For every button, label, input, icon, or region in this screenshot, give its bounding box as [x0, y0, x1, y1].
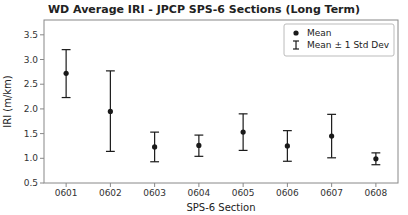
- x-tick: [243, 183, 244, 187]
- y-axis-label: IRI (m/km): [2, 75, 13, 128]
- legend: Mean Mean ± 1 Std Dev: [284, 24, 394, 56]
- x-tick-label: 0602: [99, 188, 122, 198]
- x-tick-label: 0601: [55, 188, 78, 198]
- y-tick-label: 0.5: [24, 178, 38, 188]
- legend-swatch: [293, 40, 299, 41]
- mean-dot: [64, 71, 69, 76]
- x-tick: [198, 183, 199, 187]
- y-tick-label: 2.5: [24, 79, 38, 89]
- error-cap-low: [239, 150, 248, 151]
- error-cap-high: [62, 49, 71, 50]
- error-cap-low: [283, 161, 292, 162]
- mean-dot: [196, 143, 201, 148]
- legend-swatch: [295, 41, 296, 49]
- x-tick: [154, 183, 155, 187]
- y-tick: [40, 183, 44, 184]
- y-tick-label: 1.0: [24, 153, 39, 163]
- y-tick: [40, 59, 44, 60]
- x-tick: [331, 183, 332, 187]
- x-tick-label: 0605: [232, 188, 255, 198]
- x-axis-label: SPS-6 Section: [186, 202, 255, 213]
- marks: [62, 50, 381, 165]
- mean-dot: [241, 130, 246, 135]
- y-tick: [40, 84, 44, 85]
- y-tick-label: 3.0: [24, 55, 39, 65]
- error-cap-low: [371, 164, 380, 165]
- y-tick-label: 1.5: [24, 129, 38, 139]
- error-cap-low: [106, 151, 115, 152]
- error-cap-low: [327, 157, 336, 158]
- error-cap-low: [150, 161, 159, 162]
- x-tick: [287, 183, 288, 187]
- mean-dot: [108, 109, 113, 114]
- x-tick-label: 0606: [276, 188, 299, 198]
- mean-dot: [285, 143, 290, 148]
- legend-swatch: [293, 48, 299, 49]
- x-tick: [110, 183, 111, 187]
- title: WD Average IRI - JPCP SPS-6 Sections (Lo…: [48, 3, 360, 16]
- y-tick: [40, 34, 44, 35]
- legend-box: [284, 24, 394, 56]
- x-tick: [375, 183, 376, 187]
- x-tick: [66, 183, 67, 187]
- x-tick-label: 0607: [320, 188, 343, 198]
- mean-dot: [329, 133, 334, 138]
- y-tick: [40, 133, 44, 134]
- y-tick: [40, 158, 44, 159]
- mean-dot: [152, 144, 157, 149]
- x-tick-label: 0608: [364, 188, 387, 198]
- plot-frame: [44, 20, 398, 183]
- y-tick-label: 2.0: [24, 104, 39, 114]
- error-cap-high: [150, 132, 159, 133]
- error-cap-high: [327, 114, 336, 115]
- legend-label: Mean ± 1 Std Dev: [307, 40, 390, 50]
- y-tick-label: 3.5: [24, 30, 38, 40]
- error-cap-low: [62, 97, 71, 98]
- y-tick: [40, 108, 44, 109]
- x-tick-label: 0604: [187, 188, 210, 198]
- error-cap-high: [106, 70, 115, 71]
- x-tick-label: 0603: [143, 188, 166, 198]
- error-cap-high: [239, 113, 248, 114]
- legend-label: Mean: [307, 28, 332, 38]
- error-cap-high: [194, 134, 203, 135]
- legend-swatch: [293, 30, 298, 35]
- error-cap-low: [194, 156, 203, 157]
- error-cap-high: [371, 152, 380, 153]
- error-cap-high: [283, 130, 292, 131]
- mean-dot: [373, 156, 378, 161]
